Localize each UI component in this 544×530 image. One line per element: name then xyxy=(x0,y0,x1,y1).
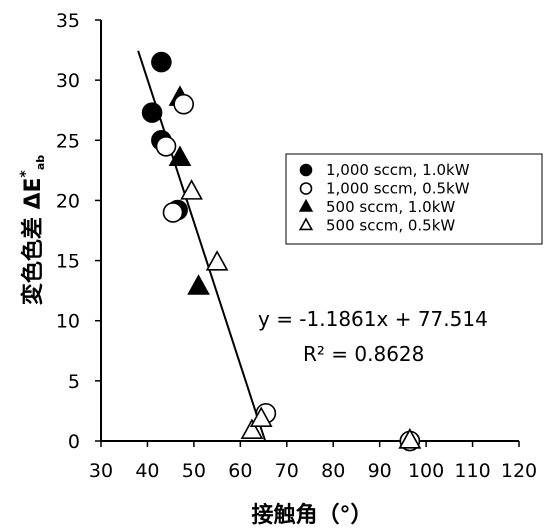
y-axis-title-sub: ab xyxy=(34,155,47,170)
x-tick-label: 30 xyxy=(89,460,113,482)
data-point-filled-triangle xyxy=(168,145,192,166)
x-tick-label: 90 xyxy=(368,460,392,482)
y-tick-label: 10 xyxy=(56,311,80,333)
trendline-equation: y = -1.1861x + 77.514 xyxy=(258,307,488,331)
y-axis-title-sup: * xyxy=(18,169,34,177)
data-point-open-triangle xyxy=(298,217,314,231)
data-point-filled-circle xyxy=(141,102,163,123)
legend-box xyxy=(285,153,543,245)
y-tick-label: 25 xyxy=(56,130,80,152)
x-ticks: 30 40 50 60 70 80 90 100 110 120 xyxy=(89,441,537,482)
x-tick-label: 50 xyxy=(182,460,206,482)
legend-label: 500 sccm, 1.0kW xyxy=(326,198,455,216)
y-axis-title-main: 変色色差 ΔE xyxy=(20,177,46,305)
x-tick-label: 60 xyxy=(228,460,252,482)
y-tick-label: 15 xyxy=(56,251,80,273)
x-tick-label: 40 xyxy=(135,460,159,482)
data-point-filled-triangle xyxy=(187,274,210,295)
data-point-open-circle xyxy=(173,93,194,115)
data-point-filled-circle xyxy=(299,163,313,177)
x-tick-label: 110 xyxy=(454,460,490,482)
x-axis-title: 接触角（°） xyxy=(251,502,372,528)
data-point-open-circle xyxy=(155,136,177,157)
data-point-filled-circle xyxy=(151,51,172,73)
data-point-open-triangle xyxy=(249,406,273,428)
legend-label: 1,000 sccm, 0.5kW xyxy=(326,180,470,198)
y-tick-label: 20 xyxy=(56,190,80,212)
data-point-open-circle xyxy=(162,202,184,223)
data-point-open-circle xyxy=(299,182,313,195)
data-point-open-triangle xyxy=(398,428,422,449)
y-ticks: 0 5 10 15 20 25 30 35 xyxy=(56,10,101,453)
data-point-open-triangle xyxy=(180,179,203,200)
x-tick-label: 70 xyxy=(275,460,299,482)
data-point-open-triangle xyxy=(205,250,229,271)
y-tick-label: 30 xyxy=(56,70,80,92)
axes xyxy=(100,20,519,442)
x-tick-label: 80 xyxy=(321,460,345,482)
data-point-filled-triangle xyxy=(298,198,314,212)
y-tick-label: 35 xyxy=(56,10,80,32)
data-point-open-triangle xyxy=(240,418,264,440)
y-tick-label: 0 xyxy=(68,431,80,453)
y-axis-title: 変色色差 ΔE*ab xyxy=(18,155,47,305)
x-tick-label: 100 xyxy=(408,460,444,482)
y-tick-label: 5 xyxy=(68,371,80,393)
r-squared-label: R² = 0.8628 xyxy=(303,342,424,366)
legend-label: 500 sccm, 0.5kW xyxy=(326,217,455,235)
data-points xyxy=(141,51,422,452)
svg-text:変色色差 ΔE*ab: 変色色差 ΔE*ab xyxy=(18,155,47,305)
legend-label: 1,000 sccm, 1.0kW xyxy=(326,161,470,179)
x-tick-label: 120 xyxy=(501,460,537,482)
